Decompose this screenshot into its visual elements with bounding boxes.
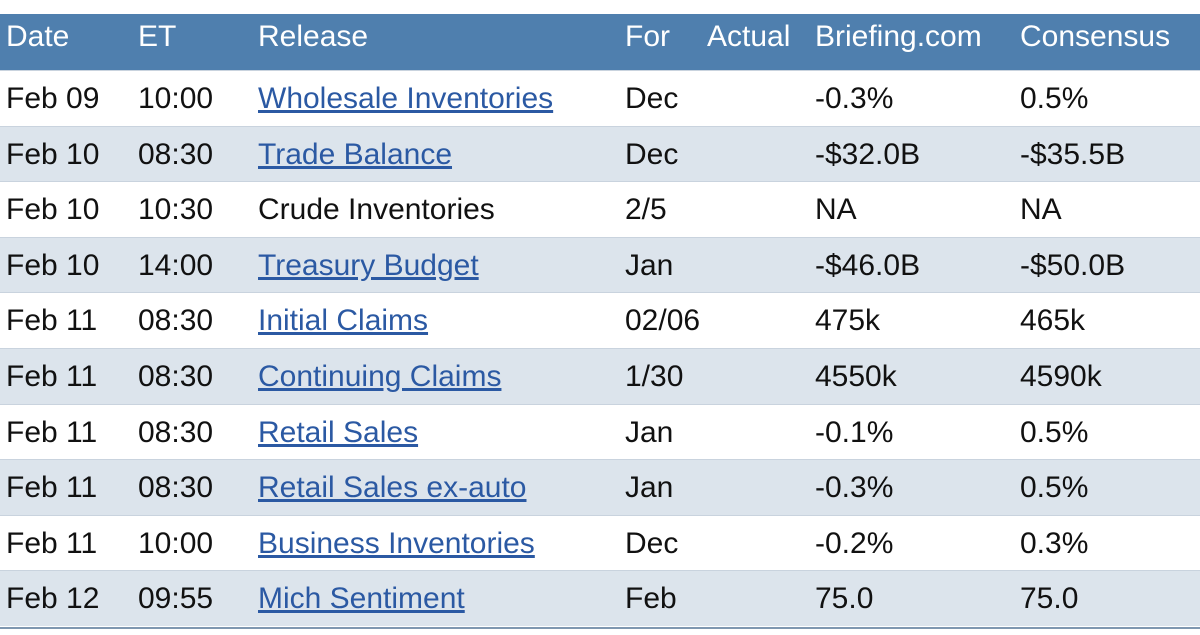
briefing-cell: -0.1% bbox=[815, 415, 894, 449]
time-cell: 08:30 bbox=[138, 360, 214, 393]
period-cell: Feb bbox=[625, 582, 677, 616]
time-cell: 10:00 bbox=[138, 82, 214, 115]
date-cell: Feb 10 bbox=[6, 137, 100, 171]
table-row: Feb 09 10:00 Wholesale Inventories Dec -0.3%… bbox=[0, 70, 1200, 126]
column-header: ET bbox=[138, 20, 177, 53]
release-cell: Crude Inventories bbox=[258, 193, 495, 227]
briefing-cell: -0.3% bbox=[815, 82, 894, 115]
period-cell: 1/30 bbox=[625, 360, 684, 393]
period-cell: Jan bbox=[625, 248, 674, 282]
period-cell: Dec bbox=[625, 526, 679, 560]
period-cell: 2/5 bbox=[625, 193, 667, 227]
consensus-cell: 0.5% bbox=[1020, 471, 1089, 505]
time-cell: 10:00 bbox=[138, 526, 214, 560]
table-row: Feb 10 14:00 Treasury Budget Jan -$46.0B -$50… bbox=[0, 236, 1200, 293]
table-row: Feb 11 08:30 Continuing Claims 1/30 4550k 459… bbox=[0, 348, 1200, 404]
time-cell: 09:55 bbox=[138, 582, 214, 616]
time-cell: 08:30 bbox=[138, 415, 214, 449]
table-row: Feb 11 08:30 Initial Claims 02/06 475k 465k bbox=[0, 292, 1200, 348]
consensus-cell: 0.5% bbox=[1020, 82, 1089, 115]
release-link[interactable]: Trade Balance bbox=[258, 137, 453, 171]
briefing-cell: -0.2% bbox=[815, 526, 894, 560]
briefing-cell: 4550k bbox=[815, 360, 897, 393]
period-cell: Jan bbox=[625, 471, 674, 505]
briefing-cell: -0.3% bbox=[815, 471, 894, 505]
time-cell: 10:30 bbox=[138, 193, 214, 227]
date-cell: Feb 10 bbox=[6, 193, 100, 227]
table-row: Feb 11 08:30 Retail Sales ex-auto Jan -0.3% 0… bbox=[0, 459, 1200, 515]
release-link[interactable]: Retail Sales ex-auto bbox=[258, 471, 527, 505]
consensus-cell: 75.0 bbox=[1020, 582, 1079, 616]
release-link[interactable]: Initial Claims bbox=[258, 304, 429, 338]
consensus-cell: -$50.0B bbox=[1020, 248, 1126, 282]
column-header: Release bbox=[258, 20, 369, 53]
period-cell: Dec bbox=[625, 137, 679, 171]
release-link[interactable]: Continuing Claims bbox=[258, 360, 502, 393]
consensus-cell: -$35.5B bbox=[1020, 137, 1126, 171]
consensus-cell: NA bbox=[1020, 193, 1062, 227]
date-cell: Feb 11 bbox=[6, 415, 98, 449]
time-cell: 14:00 bbox=[138, 248, 214, 282]
column-header: For bbox=[625, 20, 670, 53]
column-header: Consensus bbox=[1020, 20, 1171, 53]
date-cell: Feb 12 bbox=[6, 582, 100, 616]
release-link[interactable]: Retail Sales bbox=[258, 415, 419, 449]
table-row: Feb 12 09:55 Mich Sentiment Feb 75.0 75.0 bbox=[0, 570, 1200, 626]
date-cell: Feb 11 bbox=[6, 471, 98, 505]
release-link[interactable]: Business Inventories bbox=[258, 526, 535, 560]
time-cell: 08:30 bbox=[138, 137, 214, 171]
date-cell: Feb 11 bbox=[6, 304, 98, 338]
consensus-cell: 0.3% bbox=[1020, 526, 1089, 560]
date-cell: Feb 11 bbox=[6, 526, 98, 560]
column-header: Date bbox=[6, 20, 70, 53]
period-cell: Jan bbox=[625, 415, 674, 449]
release-calendar-table: Date ET Release For Actual Briefing.com Consen… bbox=[0, 14, 1200, 629]
briefing-cell: 75.0 bbox=[815, 582, 874, 616]
briefing-cell: 475k bbox=[815, 304, 881, 338]
release-link[interactable]: Treasury Budget bbox=[258, 248, 479, 282]
time-cell: 08:30 bbox=[138, 304, 214, 338]
period-cell: Dec bbox=[625, 82, 679, 115]
table-row: Feb 10 10:30 Crude Inventories 2/5 NA NA bbox=[0, 181, 1200, 237]
briefing-cell: -$46.0B bbox=[815, 248, 921, 282]
briefing-cell: NA bbox=[815, 193, 857, 227]
date-cell: Feb 11 bbox=[6, 360, 98, 393]
period-cell: 02/06 bbox=[625, 304, 701, 338]
table-row: Feb 11 08:30 Retail Sales Jan -0.1% 0.5% bbox=[0, 403, 1200, 460]
consensus-cell: 0.5% bbox=[1020, 415, 1089, 449]
table-row: Feb 11 10:00 Business Inventories Dec -0.2% 0… bbox=[0, 514, 1200, 571]
column-header: Actual bbox=[707, 20, 791, 53]
date-cell: Feb 09 bbox=[6, 82, 100, 115]
briefing-cell: -$32.0B bbox=[815, 137, 921, 171]
table-row: Feb 10 08:30 Trade Balance Dec -$32.0B -$35.5… bbox=[0, 125, 1200, 182]
release-link[interactable]: Mich Sentiment bbox=[258, 582, 465, 616]
consensus-cell: 4590k bbox=[1020, 360, 1102, 393]
column-header: Briefing.com bbox=[815, 20, 982, 53]
consensus-cell: 465k bbox=[1020, 304, 1086, 338]
release-link[interactable]: Wholesale Inventories bbox=[258, 82, 554, 115]
header-row: Date ET Release For Actual Briefing.com Consen… bbox=[0, 14, 1200, 70]
date-cell: Feb 10 bbox=[6, 248, 100, 282]
time-cell: 08:30 bbox=[138, 471, 214, 505]
